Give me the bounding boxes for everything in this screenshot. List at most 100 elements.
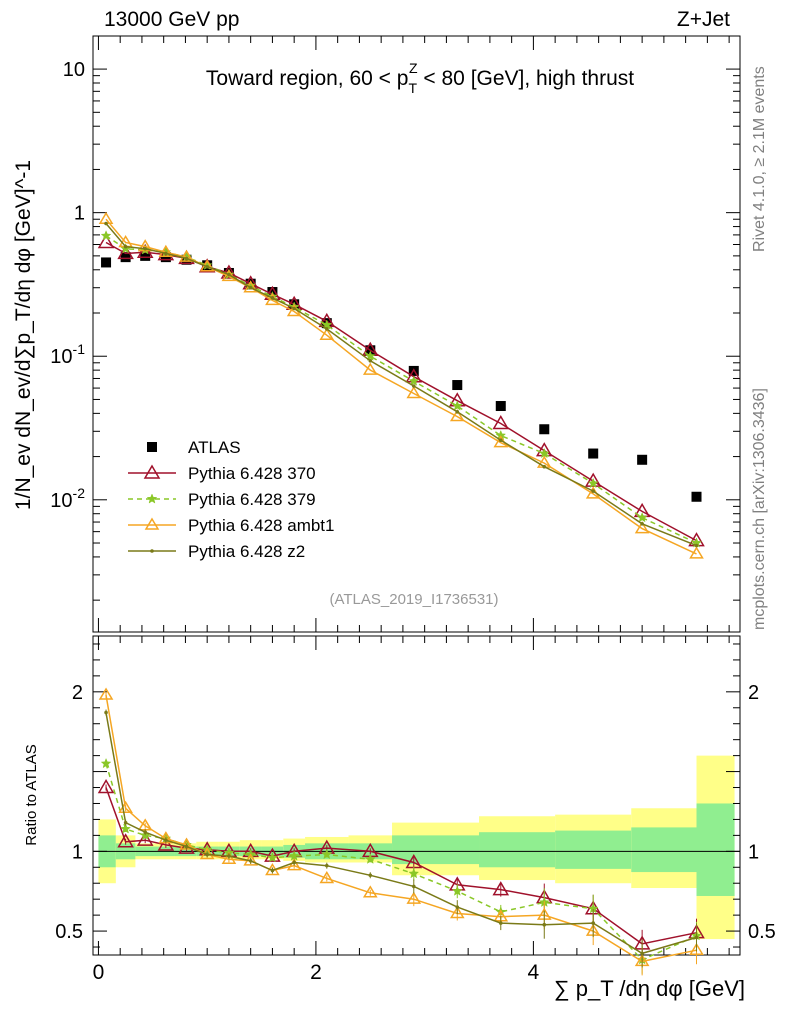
ratio-point-p379 xyxy=(364,853,376,864)
point-z2 xyxy=(205,264,209,269)
header-left: 13000 GeV pp xyxy=(104,8,239,31)
point-z2 xyxy=(498,438,503,443)
point-p379 xyxy=(364,350,376,361)
point-p370 xyxy=(492,415,510,430)
point-atlas xyxy=(160,252,171,263)
y-label-ratio: Ratio to ATLAS xyxy=(23,744,40,845)
header-right: Z+Jet xyxy=(677,8,730,31)
ratio-point-p370 xyxy=(117,833,134,848)
ratio-point-p370 xyxy=(136,831,154,846)
legend: ATLAS Pythia 6.428 370 Pythia 6.428 379 Pyt… xyxy=(128,438,334,561)
y-tick-label-right: 1 xyxy=(748,841,759,863)
ratio-point-z2 xyxy=(164,838,168,842)
ratio-point-p370 xyxy=(492,881,510,896)
ratio-point-p379 xyxy=(267,852,278,863)
ratio-point-ambt1 xyxy=(98,687,114,700)
point-z2 xyxy=(104,221,108,226)
y-tick-label-exp: -2 xyxy=(73,485,86,501)
point-ambt1 xyxy=(689,546,704,559)
point-atlas xyxy=(637,454,648,465)
ratio-point-p370 xyxy=(97,779,115,794)
y-tick-label-right: 0.5 xyxy=(748,921,776,943)
point-z2 xyxy=(164,251,168,256)
ratio-point-z2 xyxy=(227,854,231,858)
point-z2 xyxy=(694,543,699,548)
x-label: ∑ p_T /dη dφ [GeV] xyxy=(554,976,745,1001)
legend-label-p379: Pythia 6.428 379 xyxy=(188,490,316,509)
legend-label-z2: Pythia 6.428 z2 xyxy=(188,542,305,561)
y-tick-label-base: 10 xyxy=(50,490,72,512)
point-ambt1 xyxy=(634,521,650,534)
point-z2 xyxy=(143,247,147,251)
plot-title-sub: T xyxy=(408,80,417,96)
x-tick-label: 0 xyxy=(93,961,105,984)
ratio-point-p379 xyxy=(120,823,132,834)
point-z2 xyxy=(455,410,460,414)
legend-marker-atlas xyxy=(147,442,157,452)
y-tick-label-base: 10 xyxy=(50,346,72,368)
point-z2 xyxy=(184,256,189,261)
legend-label-p370: Pythia 6.428 370 xyxy=(188,464,316,483)
point-z2 xyxy=(227,272,231,277)
ratio-point-ambt1 xyxy=(689,942,704,955)
point-ambt1 xyxy=(158,244,174,257)
legend-marker-z2 xyxy=(150,549,154,553)
y-tick-label: 0.5 xyxy=(55,921,83,943)
point-z2 xyxy=(640,522,644,526)
y-tick-label: 10-2 xyxy=(50,485,85,512)
point-z2 xyxy=(324,327,329,331)
point-atlas xyxy=(101,257,112,268)
ratio-point-z2 xyxy=(368,873,373,878)
point-ambt1 xyxy=(449,409,465,422)
ratio-frame xyxy=(92,635,741,956)
y-tick-label: 2 xyxy=(72,682,83,704)
point-z2 xyxy=(591,489,596,493)
point-ambt1 xyxy=(179,249,194,262)
point-p370 xyxy=(220,264,238,279)
y-tick-label: 10 xyxy=(63,59,85,81)
point-z2 xyxy=(248,285,253,290)
point-atlas xyxy=(120,252,131,263)
legend-marker-ambt1 xyxy=(144,517,160,530)
ratio-point-z2 xyxy=(542,922,547,927)
ratio-band-inner xyxy=(392,835,480,865)
point-z2 xyxy=(270,296,275,300)
ratio-point-z2 xyxy=(455,905,460,909)
x-tick-label: 2 xyxy=(310,961,322,984)
ratio-point-p379 xyxy=(408,867,420,879)
legend-label-ambt1: Pythia 6.428 ambt1 xyxy=(188,516,334,535)
plot-title: Toward region, 60 < pTZ < 80 [GeV], high… xyxy=(206,60,634,96)
ratio-point-z2 xyxy=(292,860,296,865)
plot-title-prefix: Toward region, 60 < p xyxy=(206,67,409,90)
ratio-point-ambt1 xyxy=(221,851,237,865)
point-z2 xyxy=(542,464,547,469)
point-ambt1 xyxy=(137,239,153,252)
point-atlas xyxy=(691,491,702,502)
plot-title-suffix: < 80 [GeV], high thrust xyxy=(418,67,635,90)
x-tick-label: 4 xyxy=(528,961,540,984)
ratio-band-inner xyxy=(631,827,697,873)
ratio-band-inner xyxy=(479,832,556,868)
point-ambt1 xyxy=(319,327,335,340)
ratio-point-z2 xyxy=(640,951,644,956)
legend-label-atlas: ATLAS xyxy=(188,438,241,457)
ratio-point-z2 xyxy=(694,935,699,940)
point-p370 xyxy=(117,244,134,260)
ratio-point-p379 xyxy=(321,848,333,860)
point-p379 xyxy=(587,477,599,489)
rivet-label: Rivet 4.1.0, ≥ 2.1M events xyxy=(751,66,768,252)
point-atlas xyxy=(539,424,550,435)
ratio-point-p370 xyxy=(157,836,175,851)
point-p379 xyxy=(451,400,463,411)
mcplots-label: mcplots.cern.ch [arXiv:1306.3436] xyxy=(751,388,768,630)
plot-title-sup: Z xyxy=(409,60,418,76)
point-ambt1 xyxy=(221,268,237,282)
point-atlas xyxy=(588,448,599,459)
ratio-point-p379 xyxy=(451,885,463,896)
legend-marker-p370 xyxy=(143,464,161,479)
ratio-point-z2 xyxy=(248,859,253,863)
point-z2 xyxy=(292,306,296,311)
ratio-point-z2 xyxy=(104,710,108,715)
